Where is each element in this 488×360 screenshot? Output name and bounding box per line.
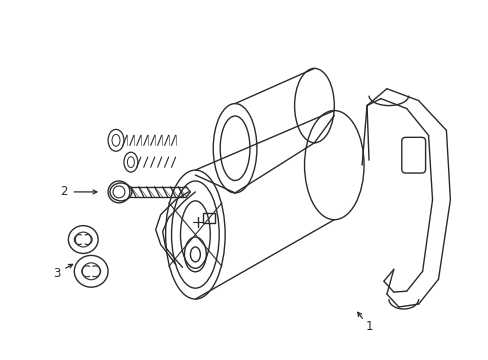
Text: 2: 2 [60,185,67,198]
Text: 1: 1 [365,320,372,333]
Text: 3: 3 [53,267,60,280]
